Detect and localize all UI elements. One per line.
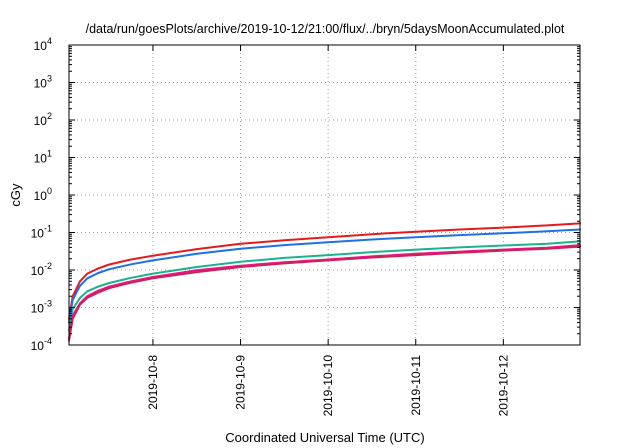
- grid-lines: [69, 45, 580, 345]
- y-tick-label-exp: 4: [47, 36, 52, 46]
- series-line-1: [68, 222, 581, 320]
- y-tick-label: 10-4: [31, 336, 52, 353]
- series-line-3: [68, 240, 581, 332]
- x-tick-label: 2019-10-8: [146, 355, 160, 410]
- chart-title: /data/run/goesPlots/archive/2019-10-12/2…: [86, 22, 565, 36]
- x-tick-label: 2019-10-11: [409, 355, 423, 416]
- y-tick-label-base: 10: [34, 152, 48, 166]
- y-tick-label: 10-1: [31, 224, 52, 241]
- y-tick-label-exp: 0: [47, 186, 52, 196]
- series-line-5: [68, 245, 581, 342]
- y-tick-label-exp: 2: [47, 111, 52, 121]
- y-tick-label-exp: -1: [44, 224, 52, 234]
- y-tick-label: 104: [34, 36, 52, 53]
- y-tick-label-base: 10: [34, 77, 48, 91]
- y-tick-label-base: 10: [34, 189, 48, 203]
- y-tick-label-exp: -3: [44, 299, 52, 309]
- series-line-4: [68, 244, 581, 340]
- x-tick-label: 2019-10-12: [496, 355, 510, 417]
- y-tick-label-base: 10: [31, 227, 45, 241]
- y-tick-label-base: 10: [31, 264, 45, 278]
- y-tick-label-base: 10: [31, 302, 45, 316]
- y-tick-label: 103: [34, 74, 52, 91]
- x-tick-label: 2019-10-10: [321, 355, 335, 417]
- y-tick-label: 102: [34, 111, 52, 128]
- y-tick-label: 101: [34, 149, 52, 166]
- y-tick-label-exp: 1: [47, 149, 52, 159]
- y-tick-label-base: 10: [31, 339, 45, 353]
- axis-ticks: [69, 44, 580, 346]
- y-tick-label-exp: -4: [44, 336, 52, 346]
- y-tick-label: 10-2: [31, 261, 52, 278]
- series-lines: [68, 222, 581, 342]
- y-axis-label: cGy: [8, 183, 23, 207]
- x-axis-label: Coordinated Universal Time (UTC): [225, 430, 424, 445]
- y-tick-label-base: 10: [34, 39, 48, 53]
- y-tick-label-base: 10: [34, 114, 48, 128]
- y-tick-label: 10-3: [31, 299, 52, 316]
- series-line-2: [68, 228, 581, 324]
- y-tick-label: 100: [34, 186, 52, 203]
- y-tick-label-exp: 3: [47, 74, 52, 84]
- x-tick-label: 2019-10-9: [234, 355, 248, 410]
- y-tick-label-exp: -2: [44, 261, 52, 271]
